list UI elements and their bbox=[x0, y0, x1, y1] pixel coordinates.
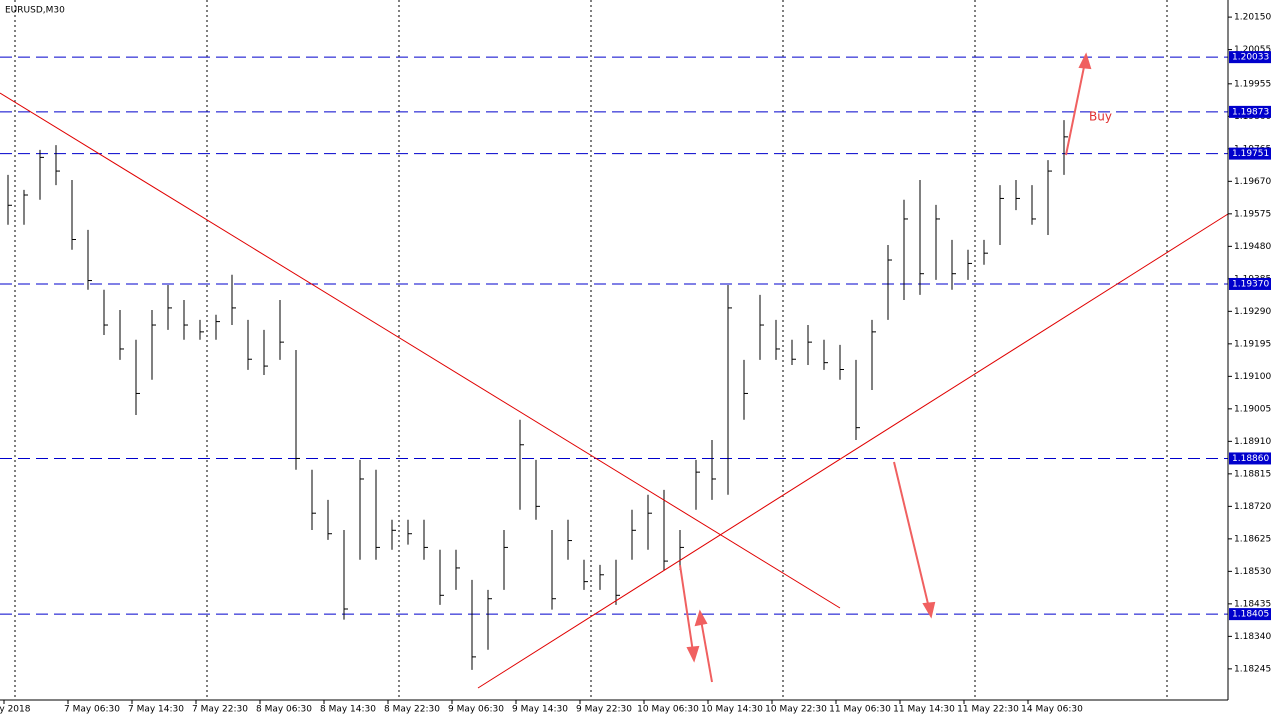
grid bbox=[14, 0, 1168, 700]
level-label-box bbox=[1229, 51, 1271, 64]
x-tick-label: 14 May 06:30 bbox=[1021, 705, 1083, 715]
y-tick-label: 1.19290 bbox=[1234, 307, 1271, 317]
arrow-head bbox=[922, 601, 936, 619]
x-tick-label: 8 May 14:30 bbox=[320, 705, 376, 715]
level-label-box bbox=[1229, 277, 1271, 290]
y-tick-label: 1.20150 bbox=[1234, 13, 1271, 23]
level-label-box bbox=[1229, 105, 1271, 118]
x-tick-label: 8 May 06:30 bbox=[256, 705, 312, 715]
y-tick-label: 1.19195 bbox=[1234, 339, 1271, 349]
x-tick-label: 8 May 22:30 bbox=[384, 705, 440, 715]
y-tick-label: 1.19480 bbox=[1234, 242, 1271, 252]
y-tick-label: 1.20055 bbox=[1234, 45, 1271, 55]
y-tick-label: 1.18340 bbox=[1234, 632, 1271, 642]
arrow-head bbox=[694, 609, 708, 627]
x-tick-label: 9 May 14:30 bbox=[512, 705, 568, 715]
y-tick-label: 1.18910 bbox=[1234, 437, 1271, 447]
level-label: 1.19751 bbox=[1232, 149, 1269, 159]
x-tick-label: 7 May 22:30 bbox=[192, 705, 248, 715]
x-tick-label: 11 May 06:30 bbox=[829, 705, 891, 715]
level-label: 1.18860 bbox=[1232, 454, 1269, 464]
x-tick-label: 4 May 2018 bbox=[0, 705, 31, 715]
chart-title: EURUSD,M30 bbox=[5, 6, 65, 16]
level-label: 1.19370 bbox=[1232, 279, 1269, 289]
level-label: 1.19873 bbox=[1232, 107, 1269, 117]
drawings: Buy bbox=[0, 52, 1229, 689]
y-tick-label: 1.18625 bbox=[1234, 534, 1271, 544]
y-tick-label: 1.19670 bbox=[1234, 177, 1271, 187]
arrow bbox=[893, 461, 930, 609]
x-tick-label: 11 May 22:30 bbox=[957, 705, 1019, 715]
y-tick-label: 1.18245 bbox=[1234, 664, 1271, 674]
trend-line bbox=[477, 213, 1229, 689]
arrow-head bbox=[686, 645, 700, 663]
y-tick-label: 1.18815 bbox=[1234, 469, 1271, 479]
y-tick-label: 1.18530 bbox=[1234, 567, 1271, 577]
level-label-box bbox=[1229, 147, 1271, 160]
arrows bbox=[679, 52, 1092, 683]
axes: 1.201501.200551.199551.198601.197651.196… bbox=[0, 13, 1271, 715]
y-tick-label: 1.19955 bbox=[1234, 79, 1271, 89]
y-tick-label: 1.18720 bbox=[1234, 502, 1271, 512]
level-label: 1.20033 bbox=[1232, 53, 1269, 63]
x-tick-label: 10 May 06:30 bbox=[637, 705, 699, 715]
y-tick-label: 1.18435 bbox=[1234, 599, 1271, 609]
annotation: Buy bbox=[1089, 110, 1112, 124]
trend-line bbox=[0, 92, 841, 609]
y-tick-label: 1.19005 bbox=[1234, 404, 1271, 414]
arrow bbox=[1065, 61, 1086, 156]
x-tick-label: 9 May 22:30 bbox=[576, 705, 632, 715]
arrow bbox=[679, 564, 694, 653]
level-label-box bbox=[1229, 608, 1271, 621]
x-tick-label: 10 May 22:30 bbox=[765, 705, 827, 715]
arrow-head bbox=[1078, 52, 1092, 70]
x-tick-label: 7 May 06:30 bbox=[64, 705, 120, 715]
y-tick-label: 1.19100 bbox=[1234, 372, 1271, 382]
arrow bbox=[700, 619, 713, 683]
x-tick-label: 7 May 14:30 bbox=[128, 705, 184, 715]
x-tick-label: 10 May 14:30 bbox=[701, 705, 763, 715]
x-tick-label: 9 May 06:30 bbox=[448, 705, 504, 715]
level-label-box bbox=[1229, 452, 1271, 465]
levels bbox=[0, 56, 1228, 615]
level-label: 1.18405 bbox=[1232, 610, 1269, 620]
y-tick-label: 1.19575 bbox=[1234, 209, 1271, 219]
x-tick-label: 11 May 14:30 bbox=[893, 705, 955, 715]
bars bbox=[7, 120, 1068, 670]
